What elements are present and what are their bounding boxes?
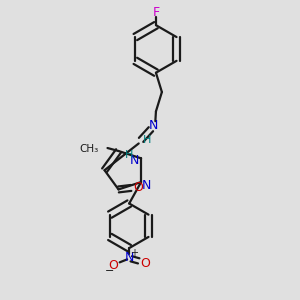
Text: H: H: [143, 136, 151, 146]
Text: N: N: [130, 154, 139, 167]
Text: O: O: [133, 182, 143, 194]
Text: −: −: [105, 266, 114, 276]
Text: CH₃: CH₃: [79, 144, 99, 154]
Text: N: N: [124, 251, 134, 264]
Text: N: N: [148, 119, 158, 132]
Text: +: +: [130, 248, 138, 258]
Text: N: N: [142, 179, 151, 192]
Text: O: O: [108, 260, 118, 272]
Text: O: O: [141, 257, 151, 270]
Text: F: F: [152, 6, 160, 19]
Text: H: H: [124, 150, 133, 161]
